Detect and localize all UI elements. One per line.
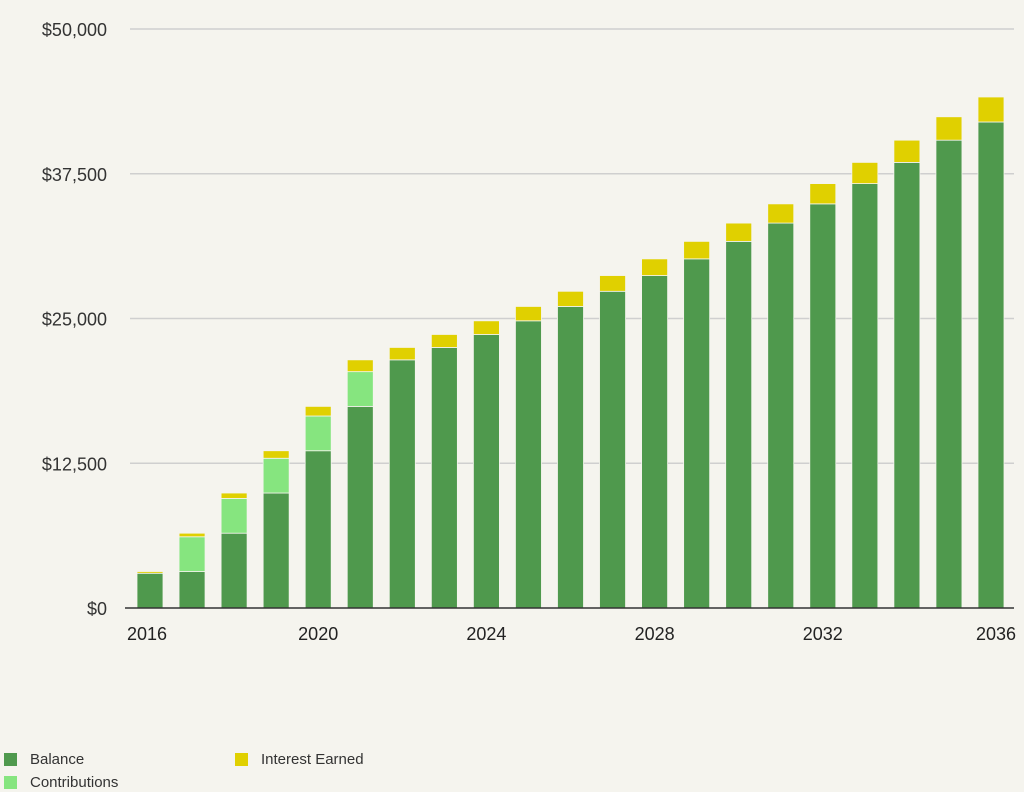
bar-interest-earned-2036 bbox=[977, 96, 1005, 123]
bar-group-2029 bbox=[683, 240, 711, 609]
y-tick-label: $25,000 bbox=[42, 310, 107, 330]
bar-interest-earned-2034 bbox=[893, 139, 921, 163]
y-tick-label: $0 bbox=[87, 599, 107, 619]
bar-contributions-2017 bbox=[178, 536, 206, 572]
y-tick-label: $37,500 bbox=[42, 165, 107, 185]
bar-balance-2032 bbox=[809, 203, 837, 609]
bar-interest-earned-2026 bbox=[557, 290, 584, 307]
bar-balance-2023 bbox=[430, 347, 458, 609]
bar-balance-2036 bbox=[977, 121, 1005, 609]
bar-balance-2025 bbox=[515, 320, 542, 609]
legend-item-balance: Balance bbox=[4, 751, 84, 768]
bar-balance-2035 bbox=[935, 139, 963, 609]
bar-balance-2024 bbox=[472, 334, 500, 609]
bar-balance-2028 bbox=[641, 275, 668, 609]
bar-group-2030 bbox=[725, 222, 753, 609]
y-tick-label: $50,000 bbox=[42, 20, 107, 40]
bar-interest-earned-2016 bbox=[136, 571, 164, 574]
bar-balance-2017 bbox=[178, 571, 206, 609]
x-tick-label: 2024 bbox=[466, 624, 506, 644]
bar-interest-earned-2035 bbox=[935, 116, 963, 141]
bar-balance-2034 bbox=[893, 162, 921, 609]
legend: Balance Contributions Interest Earned bbox=[0, 745, 1024, 792]
bar-interest-earned-2017 bbox=[178, 532, 206, 538]
bar-interest-earned-2024 bbox=[472, 320, 500, 335]
bar-interest-earned-2030 bbox=[725, 222, 753, 242]
bar-group-2026 bbox=[557, 290, 584, 609]
bar-group-2021 bbox=[346, 359, 374, 609]
bar-balance-2016 bbox=[136, 572, 164, 609]
bar-balance-2022 bbox=[388, 359, 416, 609]
bar-group-2027 bbox=[599, 275, 626, 609]
bar-group-2034 bbox=[893, 139, 921, 609]
bar-interest-earned-2021 bbox=[346, 359, 374, 373]
bar-interest-earned-2023 bbox=[430, 334, 458, 348]
x-tick-label: 2016 bbox=[127, 624, 167, 644]
legend-label-interest-earned: Interest Earned bbox=[261, 751, 364, 768]
bar-group-2024 bbox=[472, 320, 500, 609]
bar-contributions-2019 bbox=[262, 457, 290, 494]
x-tick-label: 2020 bbox=[298, 624, 338, 644]
bar-interest-earned-2029 bbox=[683, 240, 711, 260]
bar-balance-2030 bbox=[725, 240, 753, 609]
legend-label-balance: Balance bbox=[30, 751, 85, 768]
legend-swatch-interest-earned bbox=[235, 753, 248, 766]
y-axis-ticks: $0 $12,500 $25,000 $37,500 $50,000 bbox=[42, 20, 107, 619]
bar-group-2028 bbox=[641, 258, 668, 609]
bar-group-2035 bbox=[935, 116, 963, 609]
bar-group-2033 bbox=[851, 162, 879, 609]
x-tick-label: 2028 bbox=[635, 624, 675, 644]
x-axis-ticks: 2016 2020 2024 2028 2032 2036 bbox=[127, 624, 1016, 644]
bar-balance-2027 bbox=[599, 290, 626, 609]
bar-contributions-2021 bbox=[346, 371, 374, 407]
bar-balance-2026 bbox=[557, 306, 584, 609]
x-tick-label: 2036 bbox=[976, 624, 1016, 644]
bar-interest-earned-2019 bbox=[262, 450, 290, 459]
stacked-bar-chart: $0$12,500$25,000$37,500$50,000 2016 2020 2… bbox=[42, 20, 1016, 644]
bar-interest-earned-2031 bbox=[767, 203, 795, 224]
legend-item-contributions: Contributions bbox=[4, 774, 118, 791]
legend-swatch-contributions bbox=[4, 776, 17, 789]
bar-interest-earned-2018 bbox=[220, 492, 248, 499]
bar-contributions-2020 bbox=[304, 415, 332, 452]
bar-balance-2020 bbox=[304, 450, 332, 609]
bar-balance-2021 bbox=[346, 405, 374, 609]
bar-interest-earned-2028 bbox=[641, 258, 668, 276]
bar-balance-2029 bbox=[683, 258, 711, 609]
bar-contributions-2018 bbox=[220, 498, 248, 534]
bar-group-2018 bbox=[220, 492, 248, 609]
bar-group-2017 bbox=[178, 532, 206, 609]
legend-item-interest-earned: Interest Earned bbox=[235, 751, 364, 768]
bar-balance-2033 bbox=[851, 183, 879, 609]
bar-interest-earned-2033 bbox=[851, 162, 879, 184]
bar-group-2016 bbox=[136, 571, 164, 609]
bar-interest-earned-2020 bbox=[304, 405, 332, 417]
bar-group-2032 bbox=[809, 183, 837, 609]
legend-label-contributions: Contributions bbox=[30, 774, 119, 791]
bar-balance-2019 bbox=[262, 492, 290, 609]
bar-balance-2031 bbox=[767, 222, 795, 609]
bar-group-2019 bbox=[262, 450, 290, 609]
legend-swatch-balance bbox=[4, 753, 17, 766]
bar-group-2020 bbox=[304, 405, 332, 609]
x-tick-label: 2032 bbox=[803, 624, 843, 644]
bar-interest-earned-2022 bbox=[388, 347, 416, 361]
bar-interest-earned-2032 bbox=[809, 183, 837, 205]
bar-interest-earned-2025 bbox=[515, 306, 542, 322]
y-tick-label: $12,500 bbox=[42, 454, 107, 474]
bar-group-2023 bbox=[430, 334, 458, 609]
bar-group-2022 bbox=[388, 347, 416, 609]
bars bbox=[136, 96, 1005, 609]
bar-group-2031 bbox=[767, 203, 795, 609]
bar-group-2025 bbox=[515, 306, 542, 609]
bar-interest-earned-2027 bbox=[599, 275, 626, 292]
bar-balance-2018 bbox=[220, 532, 248, 609]
bar-group-2036 bbox=[977, 96, 1005, 609]
